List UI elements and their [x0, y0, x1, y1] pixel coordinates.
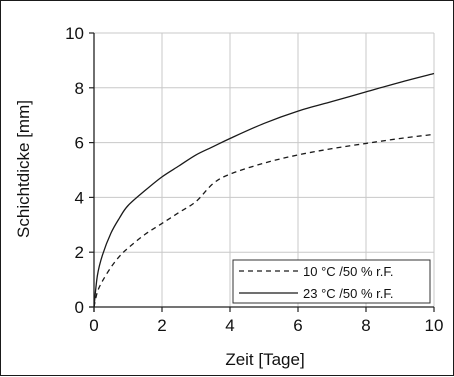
- y-tick-label-0: 0: [75, 298, 84, 317]
- x-tick-label-3: 6: [293, 316, 302, 335]
- legend-box: [232, 259, 431, 304]
- legend-label-23c: 23 °C /50 % r.F.: [303, 286, 393, 301]
- y-tick-label-2: 4: [75, 188, 84, 207]
- x-axis-title: Zeit [Tage]: [225, 350, 304, 369]
- legend: 10 °C /50 % r.F. 23 °C /50 % r.F.: [232, 259, 431, 304]
- y-tick-label-3: 6: [75, 134, 84, 153]
- y-axis-title: Schichtdicke [mm]: [14, 100, 33, 238]
- x-tick-label-5: 10: [425, 316, 444, 335]
- y-tick-label-4: 8: [75, 79, 84, 98]
- grid: [89, 32, 435, 312]
- tick-labels: 0 2 4 6 8 10 0 2 4 6 8 10: [65, 24, 443, 335]
- y-tick-label-1: 2: [75, 243, 84, 262]
- series-layer: [93, 72, 435, 308]
- x-tick-label-1: 2: [157, 316, 166, 335]
- x-tick-label-0: 0: [89, 316, 98, 335]
- series-line-1: [93, 72, 435, 308]
- legend-label-10c: 10 °C /50 % r.F.: [303, 264, 393, 279]
- x-tick-label-2: 4: [225, 316, 234, 335]
- y-tick-label-5: 10: [65, 24, 84, 43]
- x-tick-label-4: 8: [361, 316, 370, 335]
